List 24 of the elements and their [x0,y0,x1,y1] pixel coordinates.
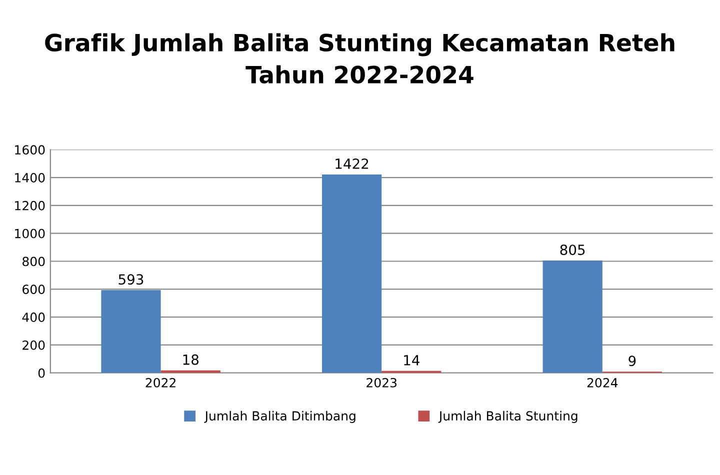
y-tick-label: 1400 [15,173,45,182]
legend-label: Jumlah Balita Stunting [438,410,578,424]
x-tick-label: 2022 [146,378,176,388]
data-label: 18 [183,354,198,365]
y-tick-label: 200 [22,340,45,350]
bar [101,290,161,373]
legend-label: Jumlah Balita Ditimbang [204,410,356,424]
y-tick-label: 0 [38,368,45,378]
x-tick-label: 2023 [366,378,397,388]
y-tick-label: 600 [22,284,45,294]
data-label: 1422 [336,158,368,169]
y-tick-label: 1200 [15,200,45,210]
bar [542,260,602,373]
x-tick-label: 2024 [587,378,618,388]
bar [322,174,382,373]
data-label: 9 [628,356,636,366]
chart-title: Grafik Jumlah Balita Stunting Kecamatan Reteh Tahun 2022-2024 [45,33,674,84]
y-tick-label: 1600 [15,145,45,155]
data-label: 14 [404,355,420,366]
y-tick-label: 800 [22,256,45,266]
y-tick-label: 1000 [15,228,45,238]
y-tick-label: 400 [22,312,45,322]
data-label: 593 [118,274,144,285]
data-label: 805 [560,244,585,256]
